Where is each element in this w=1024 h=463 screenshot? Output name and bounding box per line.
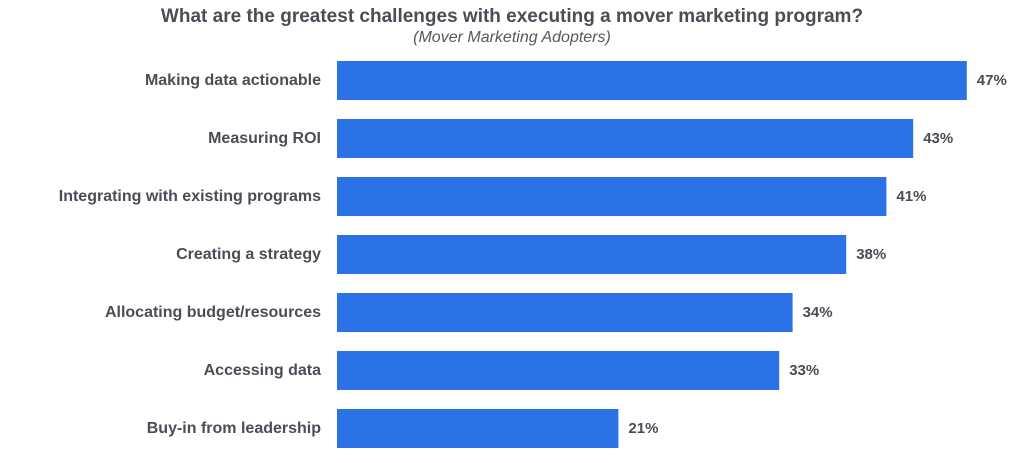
value-label: 34% [803,304,833,321]
category-label: Buy-in from leadership [147,420,321,437]
value-label: 21% [628,420,658,437]
value-label: 47% [977,72,1007,89]
bar-3 [337,177,887,216]
value-label: 38% [856,246,886,263]
category-label: Making data actionable [145,72,321,89]
bar-5 [337,293,793,332]
bar-6 [337,351,780,390]
category-label: Accessing data [204,362,321,379]
bar-4 [337,235,847,274]
category-label: Measuring ROI [208,130,321,147]
value-label: 33% [789,362,819,379]
value-label: 43% [923,130,953,147]
category-label: Creating a strategy [176,246,321,263]
bar-1 [337,61,967,100]
chart-subtitle: (Mover Marketing Adopters) [413,29,611,46]
category-label: Integrating with existing programs [59,188,321,205]
value-label: 41% [896,188,926,205]
bar-7 [337,409,619,448]
bar-2 [337,119,914,158]
chart-title: What are the greatest challenges with ex… [160,6,864,27]
category-label: Allocating budget/resources [105,304,321,321]
